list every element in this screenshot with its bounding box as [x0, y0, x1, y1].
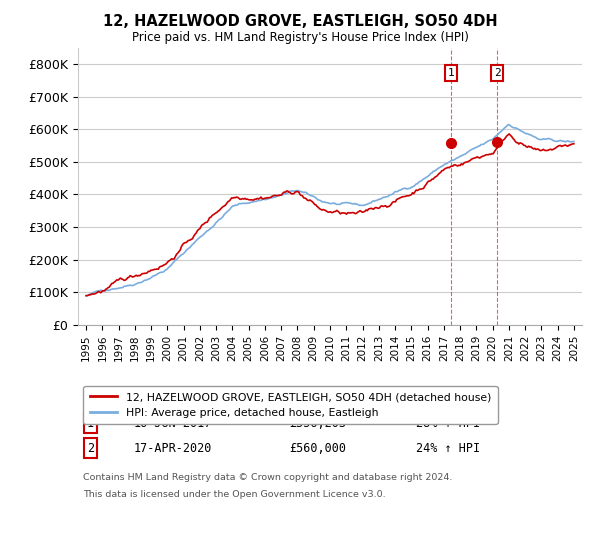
- Text: 12, HAZELWOOD GROVE, EASTLEIGH, SO50 4DH: 12, HAZELWOOD GROVE, EASTLEIGH, SO50 4DH: [103, 14, 497, 29]
- Text: This data is licensed under the Open Government Licence v3.0.: This data is licensed under the Open Gov…: [83, 490, 386, 499]
- Text: 28% ↑ HPI: 28% ↑ HPI: [416, 417, 480, 430]
- Legend: 12, HAZELWOOD GROVE, EASTLEIGH, SO50 4DH (detached house), HPI: Average price, d: 12, HAZELWOOD GROVE, EASTLEIGH, SO50 4DH…: [83, 386, 497, 424]
- Text: 24% ↑ HPI: 24% ↑ HPI: [416, 442, 480, 455]
- Text: £556,203: £556,203: [290, 417, 347, 430]
- Text: Price paid vs. HM Land Registry's House Price Index (HPI): Price paid vs. HM Land Registry's House …: [131, 31, 469, 44]
- Text: 1: 1: [448, 68, 455, 78]
- Text: 2: 2: [87, 442, 94, 455]
- Text: 1: 1: [87, 417, 94, 430]
- Text: £560,000: £560,000: [290, 442, 347, 455]
- Text: 2: 2: [494, 68, 500, 78]
- Text: 17-APR-2020: 17-APR-2020: [133, 442, 212, 455]
- Text: 16-JUN-2017: 16-JUN-2017: [133, 417, 212, 430]
- Text: Contains HM Land Registry data © Crown copyright and database right 2024.: Contains HM Land Registry data © Crown c…: [83, 473, 452, 482]
